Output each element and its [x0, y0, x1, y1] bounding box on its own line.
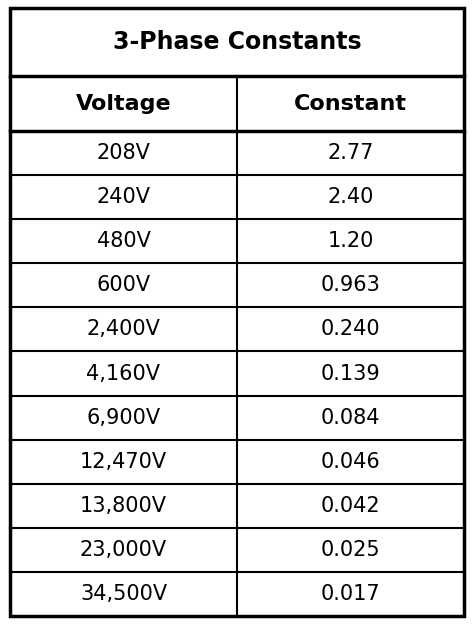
- Text: 0.240: 0.240: [321, 319, 380, 339]
- Text: 2.40: 2.40: [328, 187, 374, 207]
- Text: 13,800V: 13,800V: [80, 496, 167, 516]
- Text: 240V: 240V: [97, 187, 151, 207]
- Text: 23,000V: 23,000V: [80, 540, 167, 560]
- Text: 600V: 600V: [96, 275, 151, 295]
- Text: 0.139: 0.139: [320, 364, 380, 384]
- Text: 6,900V: 6,900V: [86, 407, 161, 427]
- Text: 0.046: 0.046: [320, 452, 380, 472]
- Text: 1.20: 1.20: [328, 232, 374, 251]
- Text: 34,500V: 34,500V: [80, 584, 167, 604]
- Text: 480V: 480V: [97, 232, 150, 251]
- Text: 0.963: 0.963: [320, 275, 381, 295]
- Text: 208V: 208V: [97, 143, 150, 163]
- Text: 2,400V: 2,400V: [87, 319, 160, 339]
- Text: 0.042: 0.042: [321, 496, 380, 516]
- Text: 0.017: 0.017: [321, 584, 380, 604]
- Text: 3-Phase Constants: 3-Phase Constants: [113, 30, 361, 54]
- Text: 0.025: 0.025: [321, 540, 380, 560]
- Text: Constant: Constant: [294, 94, 407, 114]
- Text: Voltage: Voltage: [76, 94, 171, 114]
- Text: 0.084: 0.084: [321, 407, 380, 427]
- Text: 12,470V: 12,470V: [80, 452, 167, 472]
- Text: 2.77: 2.77: [328, 143, 374, 163]
- Text: 4,160V: 4,160V: [86, 364, 161, 384]
